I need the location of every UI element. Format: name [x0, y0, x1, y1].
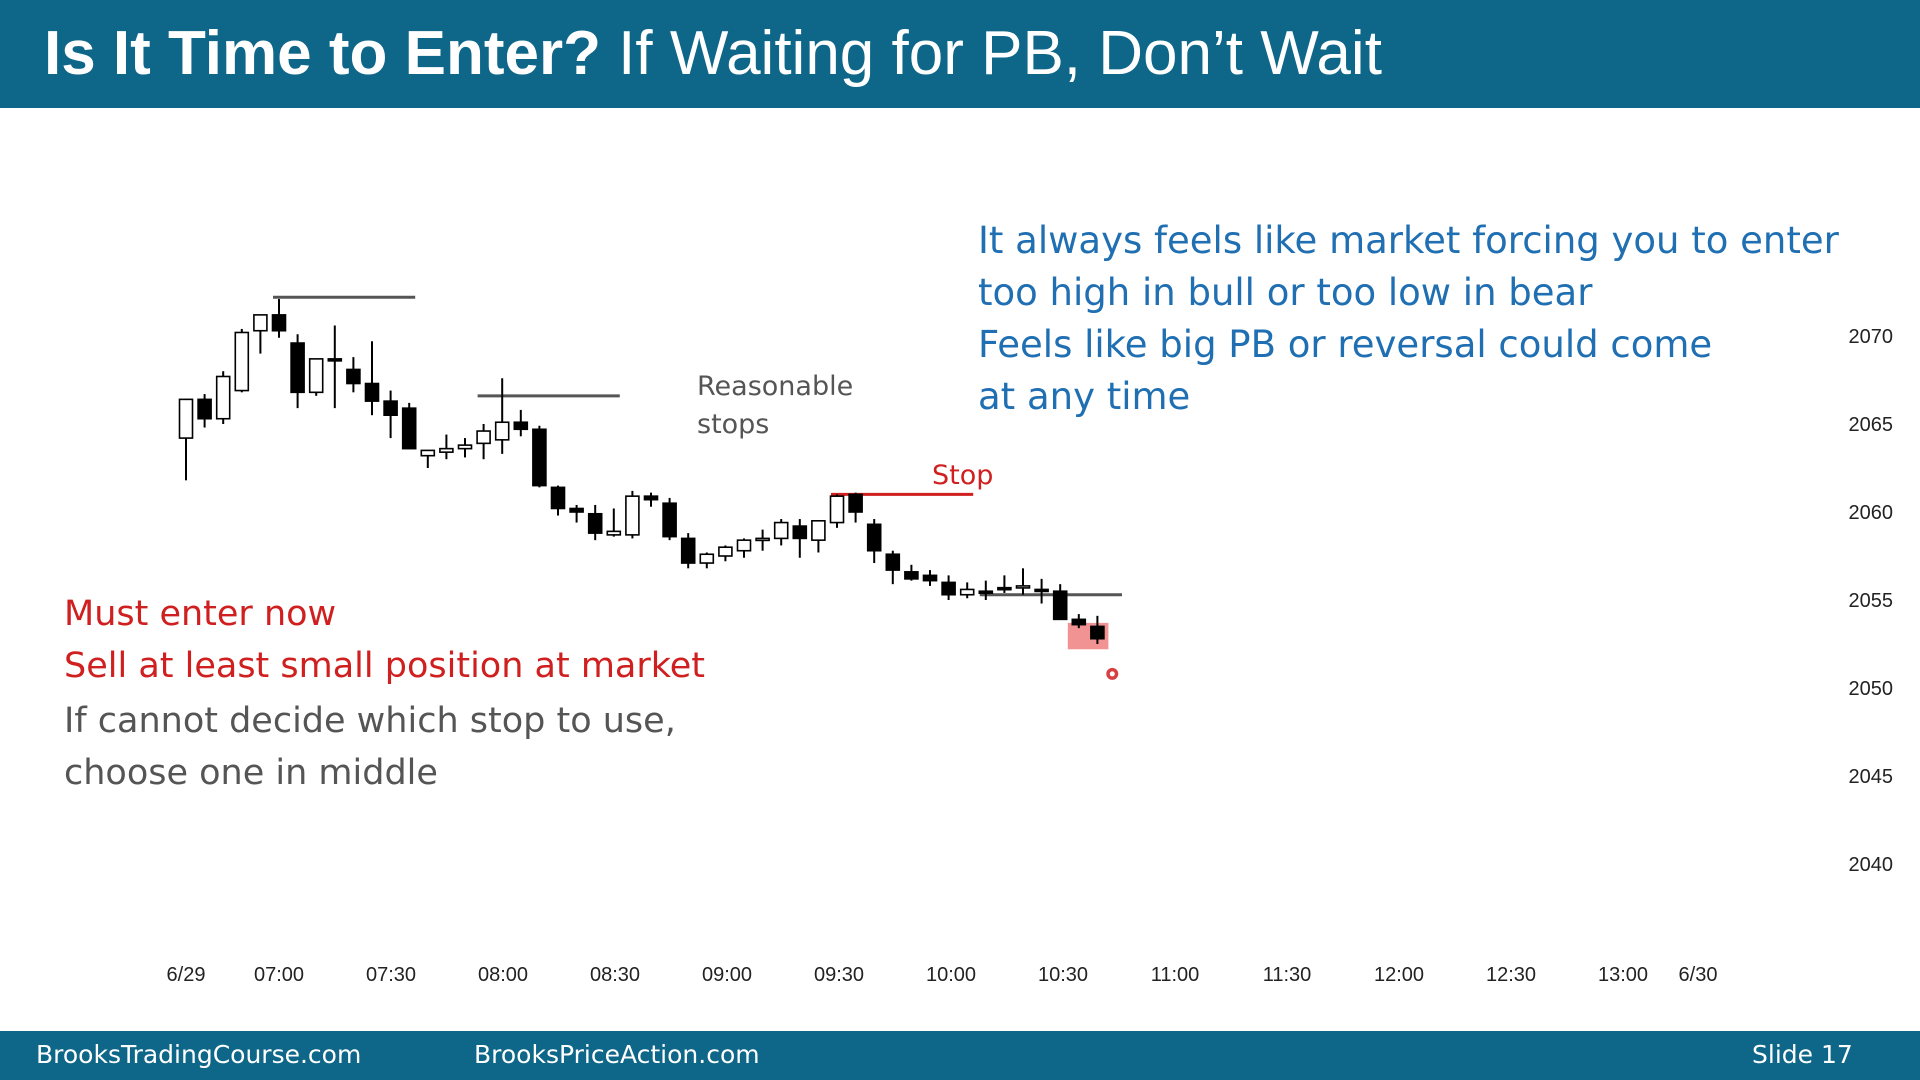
x-tick-label: 10:30	[1038, 964, 1088, 986]
y-tick-label: 2070	[1849, 326, 1894, 348]
bear-candle	[922, 574, 938, 582]
bull-candle	[215, 375, 231, 420]
bear-candle	[271, 314, 287, 332]
gray-note-line: choose one in middle	[64, 753, 438, 793]
bull-candle	[308, 358, 324, 394]
y-tick-label: 2055	[1849, 590, 1894, 612]
bear-candle	[550, 486, 566, 510]
blue-note-line: too high in bull or too low in bear	[978, 271, 1593, 314]
bear-candle	[401, 407, 417, 450]
bull-candle	[439, 447, 454, 453]
bear-candle	[587, 512, 603, 534]
bear-candle	[941, 581, 956, 596]
gray-note: If cannot decide which stop to use, choo…	[64, 695, 676, 799]
bear-candle	[848, 493, 863, 513]
bear-candle	[290, 342, 305, 394]
bull-candle	[829, 495, 845, 524]
blue-note-line: It always feels like market forcing you …	[978, 219, 1839, 262]
x-tick-label: 08:30	[590, 964, 640, 986]
red-note-line: Sell at least small position at market	[64, 646, 706, 686]
bull-candle	[457, 444, 473, 450]
slide-header: Is It Time to Enter? If Waiting for PB, …	[0, 0, 1920, 108]
bull-candle	[736, 539, 752, 552]
bear-candle	[662, 502, 677, 538]
bear-candle	[792, 525, 808, 540]
bull-candle	[625, 495, 640, 536]
stops-line: stops	[697, 409, 770, 440]
bear-candle	[643, 495, 659, 501]
bear-candle	[1052, 590, 1068, 621]
bull-candle	[476, 430, 491, 445]
bear-candle	[513, 421, 529, 431]
x-tick-label: 13:00	[1598, 964, 1648, 986]
reasonable-stops-label: Reasonable stops	[697, 368, 853, 444]
bear-candle	[1090, 625, 1105, 640]
blue-note: It always feels like market forcing you …	[978, 215, 1839, 423]
bear-candle	[904, 571, 919, 580]
bull-candle	[1015, 585, 1031, 589]
bear-candle	[1071, 618, 1087, 626]
slide-footer: BrooksTradingCourse.com BrooksPriceActio…	[0, 1031, 1920, 1080]
bull-candle	[773, 521, 789, 540]
x-tick-label: 08:00	[478, 964, 528, 986]
bear-candle	[327, 358, 343, 362]
bear-candle	[1034, 588, 1049, 593]
bull-candle	[234, 331, 250, 392]
stop-label: Stop	[932, 460, 994, 491]
x-tick-label: 07:00	[254, 964, 304, 986]
bear-candle	[680, 537, 696, 564]
x-tick-label: 12:30	[1486, 964, 1536, 986]
y-tick-label: 2040	[1849, 854, 1894, 876]
slide-title: Is It Time to Enter? If Waiting for PB, …	[44, 12, 1382, 96]
bull-candle	[959, 588, 975, 596]
bull-candle	[718, 546, 733, 557]
x-tick-label: 11:30	[1263, 964, 1312, 986]
bear-candle	[364, 382, 380, 402]
x-tick-label: 09:00	[702, 964, 752, 986]
y-tick-label: 2045	[1849, 766, 1894, 788]
blue-note-line: at any time	[978, 375, 1191, 418]
red-note: Must enter now Sell at least small posit…	[64, 588, 705, 692]
x-tick-label: 10:00	[926, 964, 976, 986]
footer-site-price-action: BrooksPriceAction.com	[474, 1040, 760, 1069]
x-tick-label: 12:00	[1374, 964, 1424, 986]
bear-candle	[569, 507, 584, 513]
x-tick-label: 09:30	[814, 964, 864, 986]
cursor-marker-dot	[1109, 671, 1115, 677]
title-bold: Is It Time to Enter?	[44, 19, 601, 88]
x-tick-label: 6/30	[1679, 964, 1718, 986]
bull-candle	[755, 537, 770, 542]
footer-site-trading-course: BrooksTradingCourse.com	[36, 1040, 362, 1069]
blue-note-line: Feels like big PB or reversal could come	[978, 323, 1713, 366]
bear-candle	[197, 398, 212, 420]
bull-candle	[494, 421, 510, 441]
bear-candle	[866, 523, 882, 552]
gray-note-line: If cannot decide which stop to use,	[64, 701, 676, 741]
bull-candle	[253, 314, 268, 332]
y-tick-label: 2060	[1849, 502, 1894, 524]
bull-candle	[699, 553, 715, 564]
reasonable-line: Reasonable	[697, 371, 854, 402]
x-tick-label: 11:00	[1151, 964, 1200, 986]
bear-candle	[346, 368, 361, 385]
bear-candle	[997, 586, 1012, 591]
slide-number: Slide 17	[1752, 1040, 1853, 1069]
bull-candle	[178, 398, 194, 439]
bull-candle	[811, 519, 826, 541]
bear-candle	[532, 428, 547, 487]
title-rest: If Waiting for PB, Don’t Wait	[600, 19, 1382, 88]
bull-candle	[606, 530, 622, 536]
x-tick-label: 07:30	[366, 964, 416, 986]
x-tick-label: 6/29	[167, 964, 206, 986]
bear-candle	[383, 400, 398, 416]
y-tick-label: 2050	[1849, 678, 1894, 700]
bear-candle	[978, 590, 994, 595]
red-note-line: Must enter now	[64, 594, 337, 634]
bear-candle	[885, 553, 901, 571]
bull-candle	[420, 449, 436, 457]
y-tick-label: 2065	[1849, 414, 1894, 436]
